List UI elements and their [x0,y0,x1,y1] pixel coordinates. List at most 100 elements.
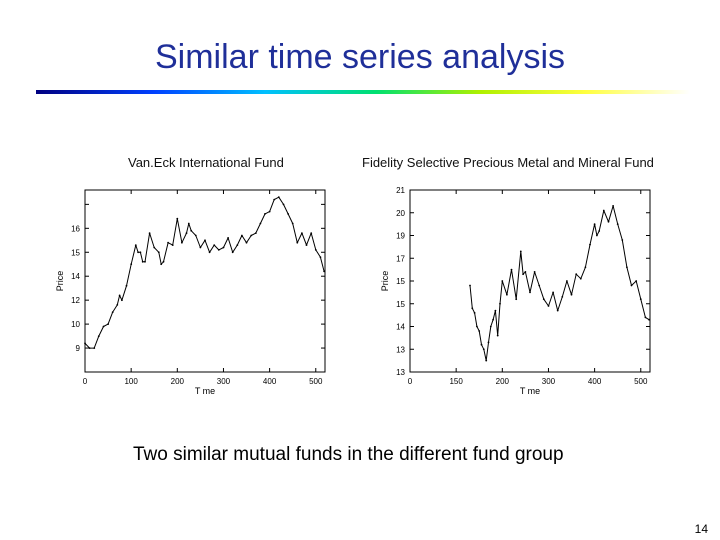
data-point [181,241,183,244]
data-point [102,325,105,328]
data-point [208,251,211,254]
data-point [171,244,174,246]
data-point [522,273,524,276]
data-point [236,244,239,246]
plot-frame [409,189,651,373]
data-point [134,244,137,246]
data-point [296,241,299,244]
data-point [141,260,144,263]
data-point [139,251,142,254]
y-tick-label: 20 [396,209,405,218]
y-tick-label: 13 [396,368,405,377]
data-point [319,256,322,258]
data-point [621,239,624,241]
data-point [301,232,303,234]
x-tick-label: 400 [588,377,602,386]
y-axis-label: Price [380,271,390,292]
data-point [245,241,248,244]
data-point [241,234,243,237]
data-point [118,294,121,297]
data-point [121,299,123,302]
data-point [167,241,170,244]
data-point [635,280,638,282]
data-point [190,229,193,232]
data-point [162,260,165,263]
page-number: 14 [694,522,708,536]
data-point [547,305,550,307]
data-point [593,223,596,225]
data-point [510,268,513,271]
data-point [552,291,554,294]
x-axis-label: T me [195,386,215,396]
x-tick-label: 100 [124,377,138,386]
data-point [515,298,518,301]
x-tick-label: 150 [449,377,463,386]
x-axis-label: T me [520,386,540,396]
data-point [542,298,545,301]
y-tick-label: 16 [71,224,80,233]
vaneck-price-chart: 0 100 200 300 400 500 9 10 12 14 15 16 T me Price [55,189,326,396]
data-point [478,330,481,332]
chart-title-fidelity: Fidelity Selective Precious Metal and Mi… [362,155,654,170]
data-point [648,318,650,321]
data-point [579,277,582,280]
data-point [473,312,476,314]
fidelity-price-chart: 0 150 200 300 400 500 13 13 14 15 15 17 19 20 21 T me Pr… [380,186,651,396]
data-point [273,198,276,201]
data-point [282,203,285,206]
data-point [533,271,536,273]
data-point [570,293,573,296]
data-point [639,298,642,301]
data-point [84,342,86,345]
data-point [199,246,202,249]
x-tick-label: 200 [496,377,510,386]
price-series-line [84,196,325,349]
y-tick-label: 15 [396,300,405,309]
data-point [130,263,133,266]
data-point [630,284,633,287]
data-point [222,246,225,249]
data-point [496,334,499,337]
data-point [602,209,605,212]
chart-title-vaneck: Van.Eck International Fund [128,155,284,170]
data-point [88,347,91,349]
slide-caption: Two similar mutual funds in the differen… [133,444,564,465]
data-point [506,293,508,296]
y-tick-label: 10 [71,320,80,329]
x-tick-label: 0 [408,377,413,386]
data-point [310,232,313,234]
data-point [494,309,497,312]
x-tick-label: 400 [263,377,277,386]
x-tick-label: 500 [634,377,648,386]
data-point [314,249,317,251]
data-point [125,284,128,287]
data-point [227,237,230,239]
data-point [480,343,483,346]
data-point [566,280,568,282]
data-point [476,325,478,328]
data-point [482,348,485,351]
data-point [176,217,179,220]
data-point [589,243,591,246]
data-point [97,335,100,337]
data-point [144,260,146,263]
data-point [148,232,151,234]
data-point [268,210,271,213]
y-tick-label: 14 [71,272,80,281]
data-point [584,266,587,269]
data-point [529,291,531,294]
y-tick-label: 9 [76,344,81,353]
data-point [153,246,156,249]
title-gradient-bar [36,90,690,94]
x-tick-label: 200 [171,377,185,386]
x-tick-label: 300 [542,377,556,386]
data-point [204,239,206,242]
data-point [111,311,114,313]
y-tick-label: 15 [396,277,405,286]
data-point [250,234,253,237]
data-point [187,222,190,225]
y-tick-label: 15 [71,248,80,257]
data-point [259,222,262,225]
data-point [489,325,492,328]
data-point [556,309,559,312]
